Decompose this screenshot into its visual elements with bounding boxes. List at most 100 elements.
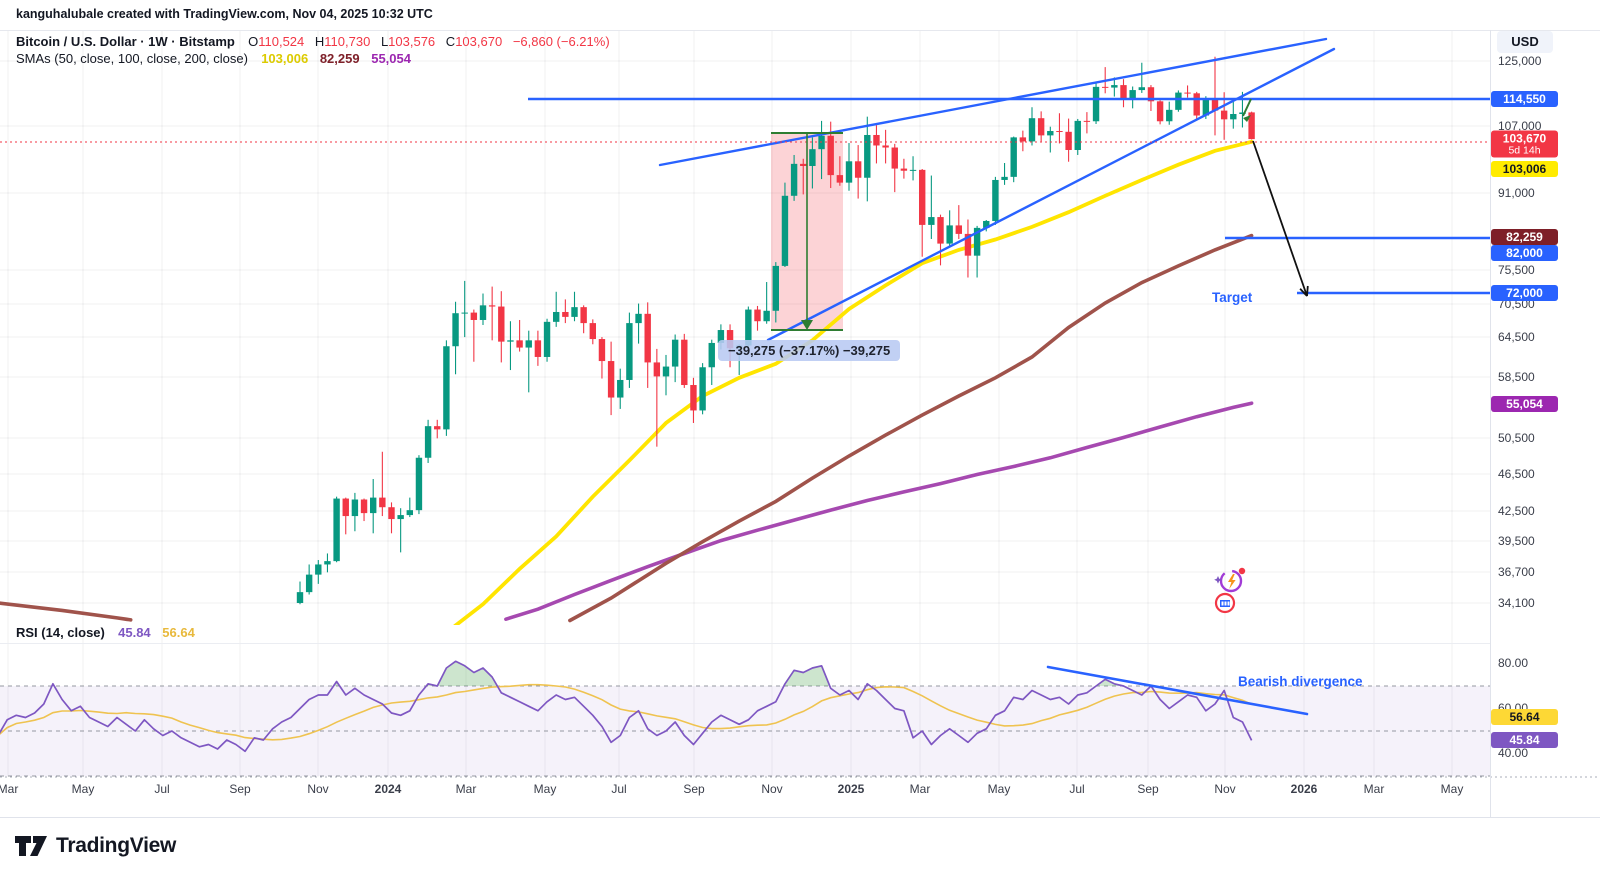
trendline-0 (658, 37, 1328, 167)
rsi-tick-label: 40.00 (1498, 746, 1529, 760)
time-tick-label: Mar (0, 782, 19, 796)
price-badge: 55,054 (1491, 396, 1558, 412)
candles (296, 56, 1255, 605)
candle (516, 340, 523, 348)
time-tick-label: Nov (761, 782, 783, 796)
candle (900, 168, 908, 171)
sma50-value: 103,006 (261, 51, 309, 66)
price-tick-label: 107,000 (1498, 119, 1542, 133)
rsi-overbought-fill (437, 661, 498, 686)
candle (626, 323, 633, 380)
bearish-divergence-annotation-text[interactable]: Bearish divergence (1238, 674, 1363, 689)
ohlc-open-key: O (248, 34, 259, 49)
candle (1102, 86, 1109, 88)
candle (745, 309, 752, 346)
candle (1211, 99, 1219, 111)
time-tick-label: May (1440, 782, 1464, 796)
sma200-value: 55,054 (371, 51, 411, 66)
idea-icons[interactable] (1205, 560, 1255, 620)
candle (562, 311, 569, 317)
time-tick-label: 2025 (837, 782, 865, 796)
candle (1056, 131, 1063, 133)
rsi-ma-line (0, 683, 1252, 741)
sma100-line-left (0, 601, 133, 622)
rsi-badge: 45.84 (1491, 732, 1558, 748)
candle (964, 233, 972, 256)
candle (415, 457, 423, 511)
tradingview-logo-text: TradingView (56, 834, 177, 857)
price-tick-label: 39,500 (1498, 534, 1535, 548)
price-tick-label: 75,500 (1498, 263, 1535, 277)
price-badge: 114,550 (1491, 91, 1558, 107)
candle (1175, 92, 1182, 110)
time-tick-label: Mar (455, 782, 477, 796)
symbol-title: Bitcoin / U.S. Dollar · 1W · Bitstamp (16, 34, 235, 49)
time-tick-label: Mar (909, 782, 931, 796)
candle (617, 379, 624, 398)
candle (305, 574, 313, 593)
rsi-badge: 56.64 (1491, 709, 1558, 725)
price-badge: 103,006 (1491, 161, 1558, 177)
divergence-trendline (1046, 665, 1309, 716)
candle (809, 149, 816, 166)
currency-toggle-button[interactable]: USD (1497, 31, 1553, 53)
time-tick-label: May (987, 782, 1011, 796)
candle (470, 312, 478, 320)
price-tick-label: 64,500 (1498, 330, 1535, 344)
rsi-legend-row[interactable]: RSI (14, close) 45.84 56.64 (16, 625, 195, 640)
candle (882, 145, 889, 148)
candle (717, 330, 725, 343)
axis-bottom-border (0, 817, 1600, 818)
time-tick-label: 2026 (1290, 782, 1318, 796)
candle (452, 313, 459, 347)
price-tick-label: 58,500 (1498, 370, 1535, 384)
candle (690, 385, 697, 411)
candle (553, 311, 560, 322)
candle (763, 310, 770, 322)
candle (589, 323, 596, 340)
candle (864, 134, 871, 178)
price-badge: 103,670 5d 14h (1491, 130, 1558, 158)
ohlc-close-key: C (445, 34, 456, 49)
symbol-legend-row[interactable]: Bitcoin / U.S. Dollar · 1W · Bitstamp O1… (16, 34, 610, 50)
tradingview-logo[interactable]: TradingView (14, 830, 176, 862)
candle (1248, 112, 1255, 140)
sma50-line (453, 139, 1254, 625)
candle (598, 339, 606, 362)
price-tick-label: 46,500 (1498, 467, 1535, 481)
candle (1220, 110, 1228, 120)
time-tick-label: Nov (307, 782, 329, 796)
candle (525, 340, 532, 348)
time-tick-label: May (71, 782, 95, 796)
price-range-measurement-label[interactable]: −39,275 (−37.17%) −39,275 (718, 340, 901, 361)
candle (434, 426, 441, 430)
candle (681, 339, 688, 386)
projection-arrow (1252, 140, 1308, 297)
rsi-tick-label: 80.00 (1498, 656, 1529, 670)
sma-label: SMAs (50, close, 100, close, 200, close) (16, 51, 248, 66)
candle (1184, 92, 1191, 94)
candle (772, 265, 779, 311)
candle (488, 305, 496, 307)
price-axis[interactable]: 125,000 107,000 91,000 75,500 70,500 64,500 58… (1490, 30, 1600, 817)
rsi-value: 45.84 (118, 625, 151, 640)
candle (580, 307, 587, 324)
candle (928, 217, 935, 225)
time-tick-label: Nov (1214, 782, 1236, 796)
candle (607, 361, 615, 398)
candle (1010, 137, 1017, 177)
candle (315, 564, 322, 575)
sma100-line (568, 233, 1254, 623)
price-tick-label: 34,100 (1498, 596, 1535, 610)
change-value: −6,860 (−6.21%) (512, 34, 610, 49)
candle (754, 309, 761, 322)
time-axis[interactable]: Mar May Jul Sep Nov 2024 Mar May Jul Sep Nov 2025 Ma… (0, 778, 1490, 817)
rsi-ma-value: 56.64 (162, 625, 195, 640)
target-annotation-text[interactable]: Target (1212, 290, 1253, 305)
candle (388, 507, 395, 520)
pane-divider[interactable] (0, 643, 1490, 644)
time-tick-label: Sep (229, 782, 251, 796)
sma-legend-row[interactable]: SMAs (50, close, 100, close, 200, close)… (16, 51, 610, 67)
